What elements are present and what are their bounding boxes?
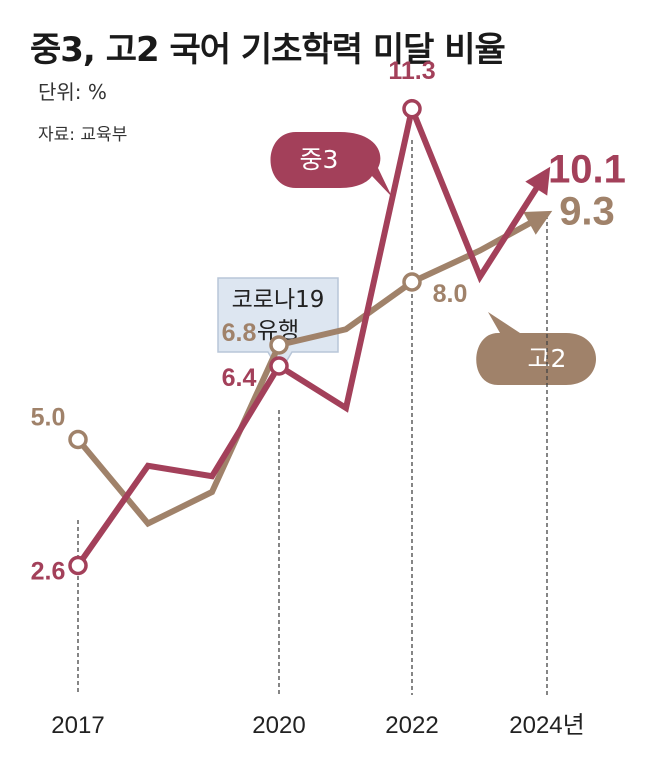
- data-label: 5.0: [31, 404, 66, 432]
- chart-title: 중3, 고2 국어 기초학력 미달 비율: [30, 30, 506, 70]
- data-point-marker: [68, 429, 88, 450]
- data-point-marker: [269, 356, 289, 376]
- data-point-marker: [402, 99, 422, 119]
- series-line-middle3: [75, 98, 541, 568]
- legend-bubble-high2: 고2: [476, 312, 596, 385]
- data-point-marker: [402, 272, 422, 292]
- data-label: 6.8: [222, 319, 257, 347]
- x-tick-label: 2020: [252, 712, 305, 739]
- data-label: 2.6: [31, 558, 66, 586]
- unit-label: 단위: %: [38, 80, 107, 104]
- series-arrowhead: [523, 210, 553, 235]
- x-tick-label: 2024년: [509, 712, 584, 739]
- data-label: 10.1: [548, 147, 626, 191]
- x-tick-label: 2022: [385, 712, 438, 739]
- x-tick-label: 2017: [51, 712, 104, 739]
- data-label: 6.4: [222, 364, 257, 392]
- callout-line1: 코로나19: [232, 287, 325, 313]
- covid-callout: 코로나19 유행: [217, 277, 339, 374]
- data-label: 8.0: [433, 280, 468, 308]
- legend-label-middle3: 중3: [300, 145, 339, 174]
- data-label: 11.3: [388, 57, 435, 85]
- series-line-high2: [75, 218, 535, 528]
- source-label: 자료: 교육부: [38, 125, 128, 145]
- legend-bubble-middle3: 중3: [270, 132, 392, 197]
- data-point-marker: [269, 335, 289, 355]
- series-arrowhead: [525, 166, 551, 196]
- data-point-marker: [68, 555, 88, 576]
- data-label: 9.3: [559, 189, 615, 233]
